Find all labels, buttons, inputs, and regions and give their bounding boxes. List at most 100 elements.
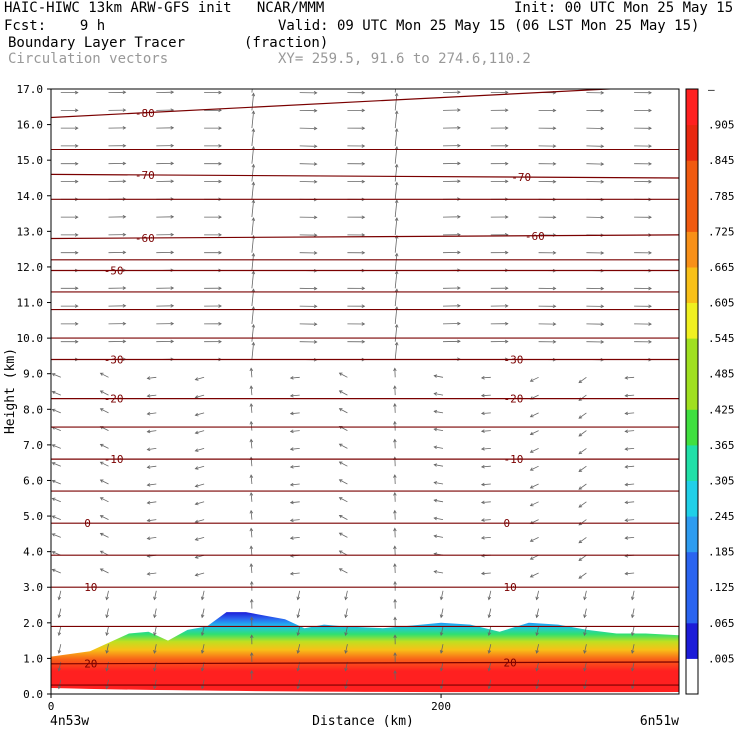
vector-arrow-head	[344, 649, 348, 654]
vector-arrow-head	[51, 479, 56, 484]
vector-arrow-shaft	[100, 550, 109, 556]
vector-arrow-shaft	[584, 644, 587, 654]
circulation-vectors	[51, 89, 652, 690]
vector-arrow-head	[194, 555, 199, 559]
vector-arrow-head	[394, 234, 399, 239]
vector-arrow-head	[529, 538, 534, 542]
vector-arrow-shaft	[251, 128, 254, 146]
colorbar-swatch	[686, 160, 698, 197]
vector-arrow-shaft	[250, 403, 253, 413]
vector-arrow-head	[648, 179, 652, 184]
vector-arrow-head	[361, 162, 366, 166]
x-tick-label: 200	[431, 700, 451, 713]
vector-arrow-head	[289, 500, 294, 505]
vector-arrow-head	[251, 217, 256, 221]
colorbar-swatch	[686, 587, 698, 624]
vector-arrow-head	[457, 339, 461, 344]
vector-arrow-head	[338, 515, 343, 519]
vector-arrow-head	[218, 233, 222, 237]
vector-arrow-shaft	[481, 519, 491, 521]
vector-arrow-head	[153, 596, 157, 601]
vector-arrow-head	[433, 570, 438, 574]
vector-arrow-head	[146, 518, 151, 523]
isotherm-label: 10	[84, 581, 97, 594]
vector-arrow-head	[487, 649, 492, 654]
vector-arrow-shaft	[536, 626, 539, 636]
vector-arrow-head	[338, 550, 343, 554]
vector-arrow-head	[146, 429, 151, 434]
vector-arrow-shaft	[584, 626, 587, 636]
vector-arrow-shaft	[154, 626, 157, 636]
plot-frame	[50, 88, 680, 695]
vector-arrow-shaft	[530, 430, 539, 435]
isotherm-contours: -80 -70 -70 -60 -60 -50 -30 -30 -20 -20 -10 -10 0 0 10…	[51, 89, 679, 686]
vector-arrow-shaft	[345, 608, 348, 618]
vector-arrow-head	[393, 634, 397, 638]
colorbar-swatch	[686, 658, 698, 695]
vector-arrow-shaft	[250, 528, 253, 538]
vector-arrow-head	[361, 304, 366, 308]
vector-arrow-head	[313, 322, 318, 326]
vector-arrow-head	[344, 614, 348, 619]
vector-arrow-shaft	[339, 497, 348, 503]
vector-arrow-head	[218, 161, 222, 166]
vector-arrow-shaft	[58, 679, 62, 689]
y-tick-label: 15.0	[17, 154, 44, 167]
vector-arrow-head	[74, 161, 79, 166]
terrain	[51, 688, 679, 694]
vector-arrow-head	[218, 90, 222, 95]
vector-arrow-head	[153, 614, 157, 619]
vector-arrow-head	[122, 126, 127, 130]
vector-arrow-shaft	[52, 533, 61, 538]
vector-arrow-shaft	[481, 412, 491, 414]
vector-arrow-shaft	[434, 428, 444, 431]
vector-arrow-head	[487, 685, 492, 690]
vector-arrow-head	[361, 250, 366, 255]
vector-arrow-shaft	[631, 661, 635, 671]
vector-arrow-head	[296, 667, 301, 672]
vector-arrow-shaft	[290, 483, 300, 486]
isotherm-label: 10	[504, 581, 517, 594]
vector-arrow-head	[394, 323, 399, 328]
y-tick-label: 10.0	[17, 332, 44, 345]
tracer-field	[51, 612, 679, 694]
vector-arrow-head	[504, 108, 509, 113]
vector-arrow-head	[393, 367, 397, 372]
vector-arrow-head	[74, 108, 79, 113]
vector-arrow-shaft	[250, 475, 253, 485]
vector-arrow-head	[249, 652, 254, 656]
vector-arrow-head	[289, 518, 294, 523]
isotherm-line	[51, 173, 679, 179]
vector-arrow-head	[361, 322, 366, 326]
vector-arrow-head	[457, 250, 461, 255]
vector-arrow-head	[393, 598, 397, 603]
vector-arrow-head	[583, 632, 587, 637]
vector-arrow-head	[194, 430, 199, 435]
y-tick-label: 16.0	[17, 119, 44, 132]
vector-arrow-head	[200, 667, 205, 672]
vector-arrow-head	[648, 90, 652, 95]
vector-arrow-head	[457, 304, 461, 308]
vector-arrow-shaft	[345, 644, 348, 654]
vector-arrow-shaft	[195, 376, 205, 381]
vector-arrow-head	[57, 614, 62, 619]
vector-arrow-shaft	[578, 465, 587, 472]
vector-arrow-shaft	[154, 644, 157, 654]
vector-arrow-shaft	[345, 590, 348, 600]
isotherm-label: -30	[504, 354, 524, 367]
x-axis-label: Distance (km)	[312, 714, 414, 729]
vector-arrow-shaft	[394, 217, 398, 235]
vector-arrow-head	[251, 306, 256, 310]
right-endpoint-label: 6n51w	[640, 714, 679, 729]
vector-arrow-head	[480, 393, 485, 398]
vector-arrow-shaft	[394, 111, 398, 129]
vector-arrow-head	[105, 614, 109, 619]
vector-arrow-shaft	[536, 661, 539, 671]
isotherm-label: -20	[104, 393, 124, 406]
isotherm-label: -50	[104, 265, 124, 278]
vector-arrow-shaft	[251, 342, 254, 360]
vector-arrow-head	[480, 482, 485, 487]
vector-arrow-head	[313, 126, 318, 131]
vector-arrow-head	[218, 286, 222, 291]
colorbar-swatch	[686, 516, 698, 553]
